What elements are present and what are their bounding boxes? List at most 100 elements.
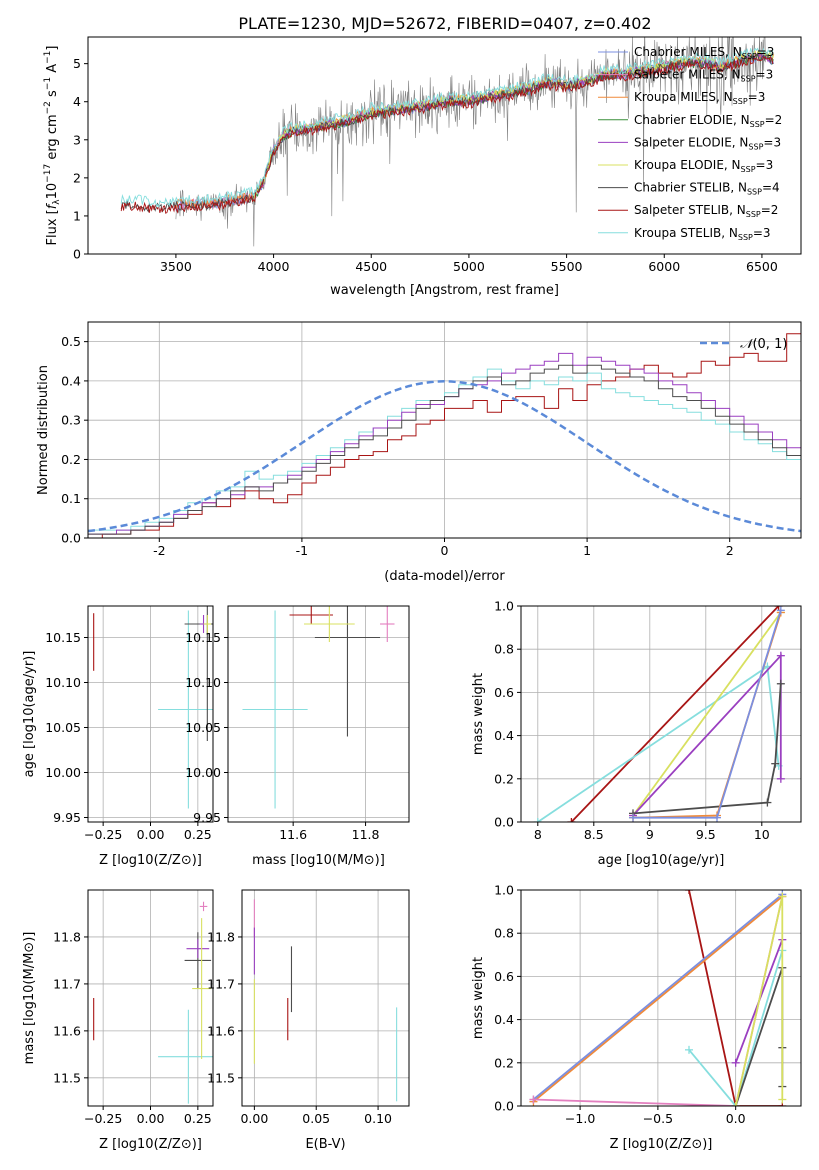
legend-entry: 𝒩(0, 1) xyxy=(740,337,787,352)
x-tick-label: 8 xyxy=(534,827,542,842)
spectrum-panel: 3500 4000 4500 5000 5500 6000 6500 0 1 2 3 4 5 wavele… xyxy=(43,36,802,298)
x-tick-label: 0.00 xyxy=(137,1111,165,1126)
x-tick-label: 9 xyxy=(646,827,654,842)
spectrum-series xyxy=(120,37,775,247)
x-tick-label: −0.25 xyxy=(84,1111,122,1126)
y-tick-label: 1 xyxy=(73,208,81,223)
y-tick-label: 10.05 xyxy=(45,720,81,735)
y-tick-label: 11.7 xyxy=(53,976,81,991)
mass-weight-vs-age-panel: 8 8.5 9 9.5 10 0.0 0.2 0.4 0.6 0.8 1.0 age [log10(a… xyxy=(471,599,802,868)
model-spectrum-krou_elodie xyxy=(253,50,774,200)
x-tick-label: 11.8 xyxy=(352,827,380,842)
x-tick-label: 2 xyxy=(726,543,734,558)
x-tick-label: 0.00 xyxy=(137,827,165,842)
legend-entry: Kroupa MILES, NSSP=3 xyxy=(634,90,765,106)
age-vs-Z-panel: −0.25 0.00 0.25 9.95 10.00 10.05 10.10 10.15 Z [… xyxy=(22,605,214,868)
x-axis-label: E(B-V) xyxy=(305,1137,345,1152)
weight-line-salp_stelib xyxy=(570,606,780,822)
x-axis-label: Z [log10(Z/Z⊙)] xyxy=(99,1137,202,1152)
x-tick-label: 0.05 xyxy=(302,1111,330,1126)
weight-line-chab_stelib xyxy=(632,683,782,815)
x-tick-label: 6500 xyxy=(746,259,778,274)
x-axis-label: age [log10(age/yr)] xyxy=(598,853,725,868)
axes-frame xyxy=(227,605,410,823)
y-axis-label: mass weight xyxy=(471,957,486,1039)
y-tick-label: 11.8 xyxy=(207,929,235,944)
weight-line-krou_elodie xyxy=(632,611,782,817)
x-tick-label: 4500 xyxy=(355,259,387,274)
histograms xyxy=(88,333,801,538)
age-vs-mass-panel: 11.6 11.8 9.95 10.00 10.05 10.10 10.15 mass [lo… xyxy=(185,605,410,868)
y-tick-label: 0 xyxy=(73,247,81,262)
weight-line-chab_miles xyxy=(532,893,783,1101)
x-tick-label: 0 xyxy=(441,543,449,558)
legend-entry: Salpeter MILES, NSSP=3 xyxy=(634,68,773,84)
y-tick-label: 10.00 xyxy=(45,765,81,780)
y-tick-label: 1.0 xyxy=(494,883,514,898)
weight-line-krou_miles xyxy=(532,895,783,1103)
x-tick-label: 5000 xyxy=(453,259,485,274)
y-tick-label: 0.4 xyxy=(61,373,81,388)
x-tick-label: 10 xyxy=(754,827,770,842)
y-tick-label: 11.5 xyxy=(207,1070,235,1085)
axes-frame xyxy=(241,889,410,1107)
y-tick-label: 0.6 xyxy=(494,969,514,984)
x-axis-label: mass [log10(M/M⊙)] xyxy=(252,853,385,868)
x-tick-label: 0.25 xyxy=(184,1111,212,1126)
x-tick-label: 4000 xyxy=(258,259,290,274)
y-tick-label: 4 xyxy=(73,94,81,109)
histogram-krou_stelib xyxy=(88,368,801,531)
y-tick-label: 9.95 xyxy=(193,810,221,825)
x-tick-label: −0.5 xyxy=(643,1111,673,1126)
x-axis-label: (data-model)/error xyxy=(384,569,505,584)
y-tick-label: 11.8 xyxy=(53,929,81,944)
x-tick-label: 0.25 xyxy=(184,827,212,842)
y-tick-label: 0.0 xyxy=(494,1099,514,1114)
y-tick-label: 10.10 xyxy=(185,675,221,690)
histogram-salp_stelib xyxy=(88,333,801,538)
x-tick-label: -1 xyxy=(296,543,308,558)
y-tick-label: 0.0 xyxy=(61,531,81,546)
residuals-panel: -2 -1 0 1 2 0.0 0.1 0.2 0.3 0.4 0.5 (data-model)/er… xyxy=(36,321,802,584)
legend-entry: Chabrier MILES, NSSP=3 xyxy=(634,45,774,61)
y-axis-label: mass [log10(M/M⊙)] xyxy=(22,932,37,1065)
error-bars xyxy=(93,606,213,809)
histogram-chab_stelib xyxy=(88,364,801,535)
error-bars xyxy=(93,901,213,1104)
y-tick-label: 0.3 xyxy=(61,413,81,428)
x-tick-label: 0.10 xyxy=(364,1111,392,1126)
y-axis-label: mass weight xyxy=(471,673,486,755)
y-tick-label: 11.6 xyxy=(207,1023,235,1038)
y-tick-label: 0.1 xyxy=(61,491,81,506)
weight-line-krou_stelib xyxy=(537,664,780,822)
weight-line-krou_stelib xyxy=(688,950,784,1106)
legend-entry: Salpeter ELODIE, NSSP=3 xyxy=(634,135,781,151)
y-axis-label: age [log10(age/yr)] xyxy=(22,651,37,778)
mass-weight-vs-Z-panel: −1.0 −0.5 0.0 0.0 0.2 0.4 0.6 0.8 1.0 Z [log10(Z/… xyxy=(471,883,802,1152)
y-tick-label: 10.15 xyxy=(185,630,221,645)
y-tick-label: 2 xyxy=(73,170,81,185)
y-axis-label: Normed distribution xyxy=(36,365,51,495)
y-tick-label: 10.05 xyxy=(185,720,221,735)
model-spectrum-krou_stelib xyxy=(120,47,774,209)
legend-entry: Chabrier ELODIE, NSSP=2 xyxy=(634,113,782,129)
y-tick-label: 10.15 xyxy=(45,630,81,645)
x-tick-label: 0.00 xyxy=(240,1111,268,1126)
y-tick-label: 10.10 xyxy=(45,675,81,690)
x-tick-label: 8.5 xyxy=(584,827,604,842)
axes-frame xyxy=(520,605,802,823)
y-axis-label: Flux [fλ10−17 erg cm−2 s−1 A−1] xyxy=(43,46,62,246)
x-tick-label: 6000 xyxy=(648,259,680,274)
x-axis-label: Z [log10(Z/Z⊙)] xyxy=(610,1137,713,1152)
x-axis-label: Z [log10(Z/Z⊙)] xyxy=(99,853,202,868)
figure-title: PLATE=1230, MJD=52672, FIBERID=0407, z=0… xyxy=(238,14,651,33)
x-tick-label: -2 xyxy=(153,543,165,558)
x-tick-label: 3500 xyxy=(160,259,192,274)
x-tick-label: −1.0 xyxy=(565,1111,595,1126)
legend-entry: Kroupa ELODIE, NSSP=3 xyxy=(634,158,773,174)
weight-lines xyxy=(529,890,787,1106)
x-tick-label: 1 xyxy=(583,543,591,558)
y-tick-label: 11.5 xyxy=(53,1070,81,1085)
error-bars xyxy=(253,899,398,1102)
